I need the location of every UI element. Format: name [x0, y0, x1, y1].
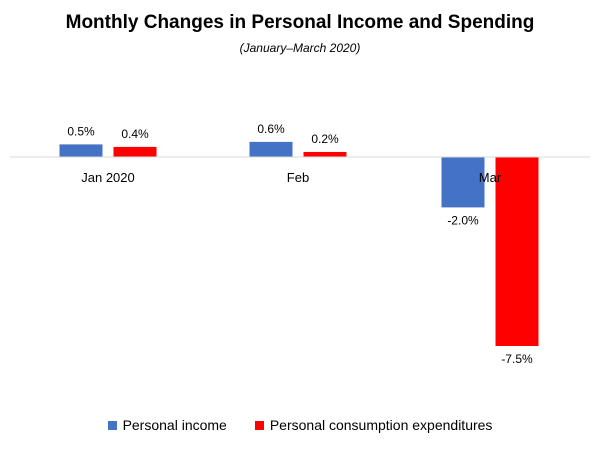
- legend-swatch-personal-income: [107, 420, 117, 430]
- bar-personal-income-1: [249, 141, 293, 157]
- bar-personal-income-0: [59, 144, 103, 157]
- data-label-personal-income-1: 0.6%: [257, 122, 285, 136]
- chart-title: Monthly Changes in Personal Income and S…: [65, 12, 535, 33]
- data-label-pce-2: -7.5%: [501, 352, 533, 366]
- bar-pce-1: [303, 151, 347, 157]
- category-label-2: Mar: [479, 170, 502, 185]
- legend-label-personal-income: Personal income: [122, 417, 227, 433]
- chart-subtitle: (January–March 2020): [239, 41, 361, 55]
- data-label-personal-income-0: 0.5%: [67, 124, 95, 138]
- data-label-pce-0: 0.4%: [121, 127, 149, 141]
- category-label-0: Jan 2020: [81, 170, 135, 185]
- legend-label-pce: Personal consumption expenditures: [269, 417, 493, 433]
- chart-legend: Personal income Personal consumption exp…: [0, 417, 600, 433]
- data-label-pce-1: 0.2%: [311, 132, 339, 146]
- legend-item-personal-income: Personal income: [107, 417, 227, 433]
- category-label-1: Feb: [287, 170, 309, 185]
- bar-pce-0: [113, 146, 157, 157]
- bar-pce-2: [495, 157, 539, 346]
- legend-item-pce: Personal consumption expenditures: [254, 417, 493, 433]
- bar-personal-income-2: [441, 157, 485, 208]
- legend-swatch-pce: [254, 420, 264, 430]
- data-label-personal-income-2: -2.0%: [447, 213, 479, 227]
